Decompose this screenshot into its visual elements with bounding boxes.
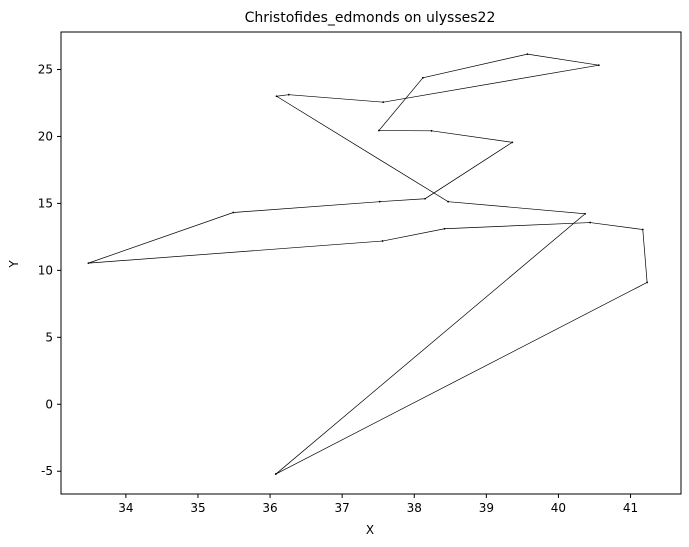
chart-title: Christofides_edmonds on ulysses22 <box>245 10 496 26</box>
data-point <box>430 129 433 132</box>
x-axis-label: X <box>366 523 374 537</box>
data-point <box>287 93 290 96</box>
data-point <box>584 212 587 215</box>
x-tick-label: 38 <box>407 501 422 515</box>
y-tick-label: 5 <box>45 330 53 344</box>
y-tick-label: 25 <box>38 62 53 76</box>
y-tick-label: 0 <box>45 397 53 411</box>
tour-line <box>88 53 648 475</box>
y-axis-label: Y <box>7 260 21 269</box>
y-tick-label: 10 <box>38 263 53 277</box>
data-point <box>641 228 644 231</box>
data-point <box>378 200 381 203</box>
data-point <box>87 262 90 265</box>
data-point <box>424 197 426 200</box>
data-point <box>589 221 592 224</box>
x-tick-label: 40 <box>551 501 566 515</box>
data-point <box>232 211 235 214</box>
x-tick-label: 41 <box>623 501 638 515</box>
data-point <box>422 76 424 79</box>
data-point <box>646 281 649 284</box>
data-point <box>378 129 380 132</box>
y-tick-label: 15 <box>38 196 53 210</box>
x-tick-label: 36 <box>262 501 277 515</box>
x-tick-label: 35 <box>190 501 205 515</box>
y-axis: -5 0 5 10 15 20 25 <box>38 62 61 478</box>
data-point <box>274 473 277 475</box>
data-point <box>447 200 450 203</box>
x-axis: 34 35 36 37 38 39 40 41 <box>118 494 638 515</box>
x-tick-label: 39 <box>479 501 494 515</box>
data-point <box>526 53 529 55</box>
y-tick-label: 20 <box>38 129 53 143</box>
data-point <box>511 141 514 144</box>
data-point <box>275 95 278 98</box>
data-point <box>382 101 385 104</box>
plot-frame <box>60 31 682 495</box>
data-point <box>381 240 384 242</box>
x-tick-label: 37 <box>335 501 350 515</box>
plot-area <box>60 31 682 495</box>
x-tick-label: 34 <box>118 501 133 515</box>
data-point <box>443 227 446 230</box>
y-tick-label: -5 <box>41 464 53 478</box>
data-point <box>597 64 600 67</box>
